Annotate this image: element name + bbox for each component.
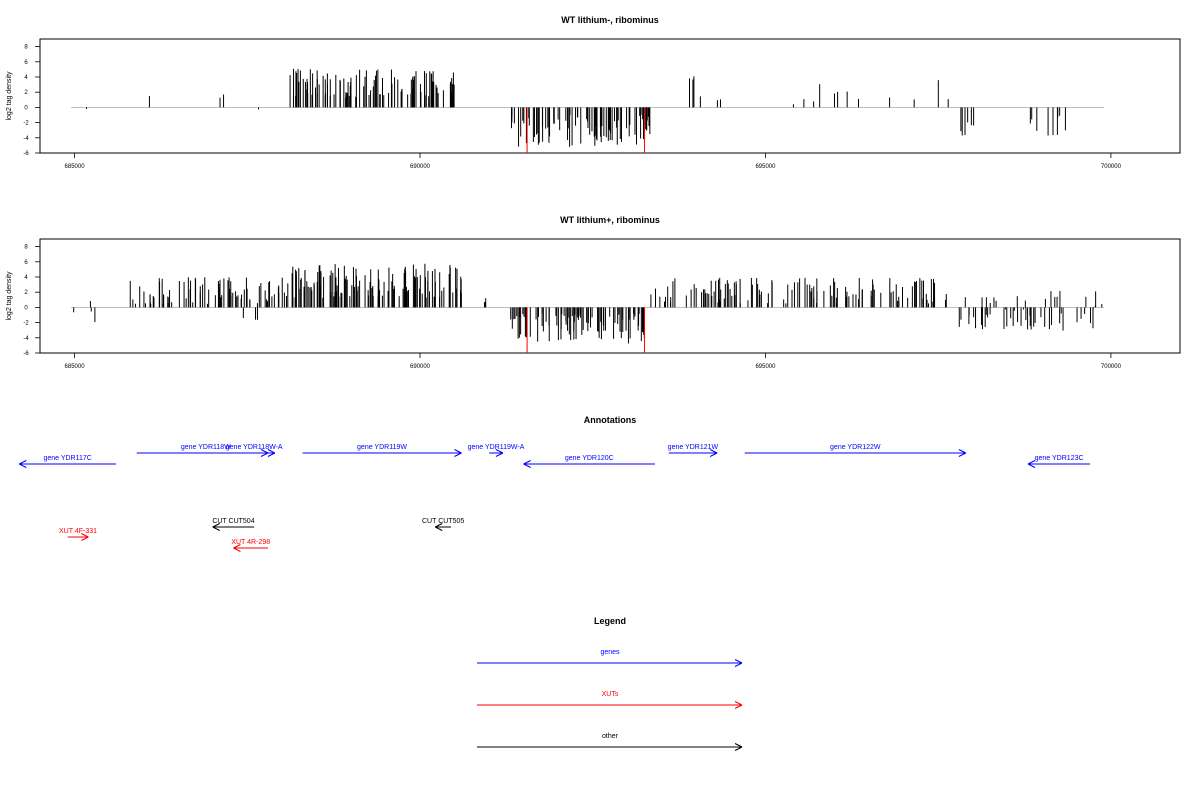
x-tick-label: 700000 <box>1101 164 1122 170</box>
feature-label: XUT 4F-331 <box>59 528 97 535</box>
legend: Legend genes XUTs other <box>477 616 743 751</box>
feature-arrow <box>744 449 967 457</box>
x-tick-label: 700000 <box>1101 364 1122 370</box>
feature-arrow <box>1027 460 1091 468</box>
feature-label: gene YDR122W <box>830 444 881 451</box>
y-tick-label: 0 <box>24 105 28 111</box>
y-axis-label: log2 tag density <box>6 271 13 321</box>
legend-arrow <box>477 659 743 667</box>
density-panel-lithium-minus: WT lithium-, ribominus log2 tag density … <box>6 15 1181 170</box>
legend-label: other <box>602 733 619 740</box>
y-tick-label: 8 <box>24 45 28 51</box>
panel-title: WT lithium-, ribominus <box>561 15 659 25</box>
feature-arrow <box>233 544 268 552</box>
y-tick-label: -4 <box>23 136 29 142</box>
legend-arrow <box>477 701 743 709</box>
plot-frame <box>39 238 1181 354</box>
x-tick-label: 690000 <box>410 164 431 170</box>
feature-arrow <box>302 449 462 457</box>
feature-arrow <box>523 460 655 468</box>
feature-arrow <box>67 533 89 541</box>
bar-group <box>71 263 1104 344</box>
feature-label: gene YDR120C <box>565 455 614 462</box>
panel-title: WT lithium+, ribominus <box>560 215 660 225</box>
bar-group <box>71 68 1104 147</box>
feature-label: gene YDR118W-A <box>226 444 283 451</box>
x-tick-label: 695000 <box>755 364 776 370</box>
feature-arrow <box>240 449 269 457</box>
y-tick-label: -6 <box>23 351 29 357</box>
feature-arrow <box>19 460 116 468</box>
x-tick-label: 685000 <box>65 164 86 170</box>
x-tick-label: 685000 <box>65 364 86 370</box>
density-panel-lithium-plus: WT lithium+, ribominus log2 tag density … <box>6 215 1181 370</box>
x-tick-label: 695000 <box>755 164 776 170</box>
y-tick-label: 2 <box>24 290 28 296</box>
y-axis-label: log2 tag density <box>6 71 13 121</box>
legend-arrow <box>477 743 743 751</box>
y-tick-label: -4 <box>23 336 29 342</box>
feature-label: gene YDR123C <box>1035 455 1084 462</box>
y-tick-label: 4 <box>24 75 28 81</box>
y-tick-label: 4 <box>24 275 28 281</box>
feature-label: gene YDR121W <box>668 444 719 451</box>
legend-title: Legend <box>594 616 626 626</box>
x-axis: 685000 690000 695000 700000 <box>65 353 1122 370</box>
y-tick-label: -6 <box>23 151 29 157</box>
x-tick-label: 690000 <box>410 364 431 370</box>
annotations-title: Annotations <box>584 415 637 425</box>
feature-label: gene YDR119W <box>357 444 407 451</box>
feature-label: gene YDR117C <box>43 455 91 462</box>
y-tick-label: 6 <box>24 60 28 66</box>
feature-arrow <box>434 523 452 531</box>
x-axis: 685000 690000 695000 700000 <box>65 153 1122 170</box>
y-axis: -6 -4 -2 0 2 4 6 8 <box>23 245 40 357</box>
feature-label: gene YDR119W-A <box>468 444 525 451</box>
highlight-lines <box>526 107 646 153</box>
feature-arrow <box>212 523 255 531</box>
feature-label: gene YDR118W <box>181 444 231 451</box>
y-tick-label: 2 <box>24 90 28 96</box>
feature-label: CUT CUT505 <box>422 518 464 525</box>
feature-arrow <box>489 449 504 457</box>
y-tick-label: -2 <box>23 321 29 327</box>
y-tick-label: 8 <box>24 245 28 251</box>
legend-items: genes XUTs other <box>477 649 743 751</box>
highlight-lines <box>526 307 646 353</box>
y-tick-label: 6 <box>24 260 28 266</box>
feature-label: XUT 4R-298 <box>231 539 270 546</box>
feature-arrow <box>668 449 718 457</box>
y-axis: -6 -4 -2 0 2 4 6 8 <box>23 45 40 157</box>
y-tick-label: 0 <box>24 305 28 311</box>
plot-frame <box>39 38 1181 154</box>
feature-label: CUT CUT504 <box>212 518 254 525</box>
y-tick-label: -2 <box>23 121 29 127</box>
legend-label: genes <box>600 649 620 656</box>
legend-label: XUTs <box>602 691 619 698</box>
